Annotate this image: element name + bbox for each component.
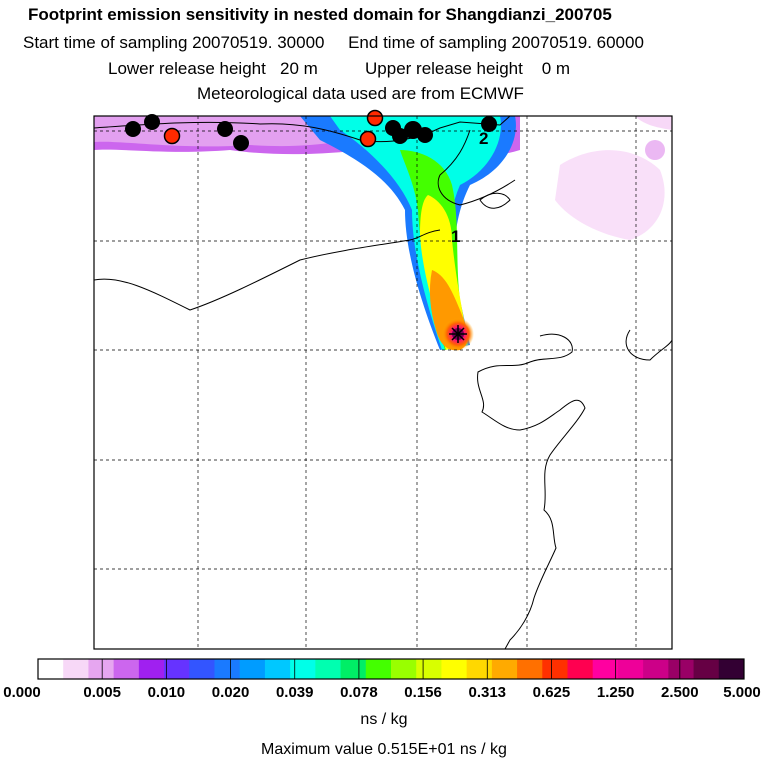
colorbar-tick-label: 2.500 [661, 684, 699, 701]
coastline-island [479, 192, 511, 209]
marker-black [217, 121, 233, 137]
sensitivity-blob-northeast [635, 116, 672, 130]
colorbar-tick-label: 0.000 [3, 684, 41, 701]
sensitivity-blob-east [555, 150, 665, 240]
receptor-cross-icon [449, 325, 467, 343]
colorbar-swatch [668, 659, 695, 679]
colorbar-swatch [542, 659, 568, 679]
colorbar-tick-label: 0.010 [147, 684, 186, 701]
colorbar-unit: ns / kg [360, 711, 408, 728]
colorbar-swatch [340, 659, 367, 679]
marker-black [417, 127, 433, 143]
maximum-value-label: Maximum value 0.515E+01 ns / kg [261, 741, 507, 758]
trajectory-label-1: 1 [451, 227, 460, 246]
colorbar-swatch [718, 659, 745, 679]
coastline-east [625, 329, 672, 361]
coastline-korea [477, 333, 586, 649]
colorbar-tick-label: 0.156 [404, 684, 442, 701]
plot-title: Footprint emission sensitivity in nested… [28, 5, 612, 24]
colorbar-swatch [164, 659, 190, 679]
colorbar-swatch [214, 659, 241, 679]
colorbar-swatch [567, 659, 594, 679]
marker-black [144, 114, 160, 130]
colorbar-swatch [38, 659, 64, 679]
map-frame [93, 115, 673, 650]
sensitivity-cyan-zone [330, 116, 501, 350]
colorbar-tick-label: 0.039 [275, 684, 314, 701]
marker-red [366, 109, 384, 127]
colorbar-swatch [315, 659, 342, 679]
colorbar-tick-label: 1.250 [596, 684, 635, 701]
graticule [94, 116, 672, 649]
colorbar-swatch [189, 659, 215, 679]
colorbar-swatch [643, 659, 669, 679]
sensitivity-blob-east-core [645, 140, 665, 160]
release-height-line: Lower release height 20 m Upper release … [108, 59, 571, 78]
colorbar [37, 659, 745, 679]
coastline-peninsula-west [94, 229, 441, 311]
marker-red [359, 130, 377, 148]
marker-black [481, 116, 497, 132]
colorbar-swatch [617, 659, 644, 679]
marker-black [125, 121, 141, 137]
colorbar-swatch [441, 659, 468, 679]
colorbar-tick-label: 0.020 [211, 684, 250, 701]
marker-red [163, 127, 181, 145]
marker-black [233, 135, 249, 151]
colorbar-swatch [517, 659, 543, 679]
colorbar-swatch [592, 659, 619, 679]
colorbar-tick-label: 0.313 [468, 684, 507, 701]
sensitivity-field [94, 116, 672, 649]
marker-black [392, 128, 408, 144]
colorbar-tick-label: 0.005 [83, 684, 121, 701]
colorbar-swatch [138, 659, 165, 679]
trajectory-label-2: 2 [479, 129, 488, 148]
colorbar-swatch [491, 659, 518, 679]
colorbar-swatch [63, 659, 89, 679]
colorbar-swatch [466, 659, 493, 679]
colorbar-swatch [290, 659, 316, 679]
colorbar-tick-label: 0.625 [532, 684, 571, 701]
colorbar-swatch [239, 659, 266, 679]
station-markers [125, 109, 497, 343]
colorbar-swatch [693, 659, 720, 679]
colorbar-swatch [391, 659, 417, 679]
meteorological-source-line: Meteorological data used are from ECMWF [197, 84, 524, 103]
colorbar-swatch [264, 659, 291, 679]
colorbar-swatch [113, 659, 140, 679]
colorbar-swatch [365, 659, 392, 679]
colorbar-swatch [416, 659, 442, 679]
colorbar-tick-label: 0.078 [340, 684, 378, 701]
colorbar-frame [37, 658, 745, 680]
sampling-time-line: Start time of sampling 20070519. 30000 E… [23, 33, 644, 52]
colorbar-tick-label: 5.000 [723, 684, 761, 701]
colorbar-swatch [88, 659, 115, 679]
